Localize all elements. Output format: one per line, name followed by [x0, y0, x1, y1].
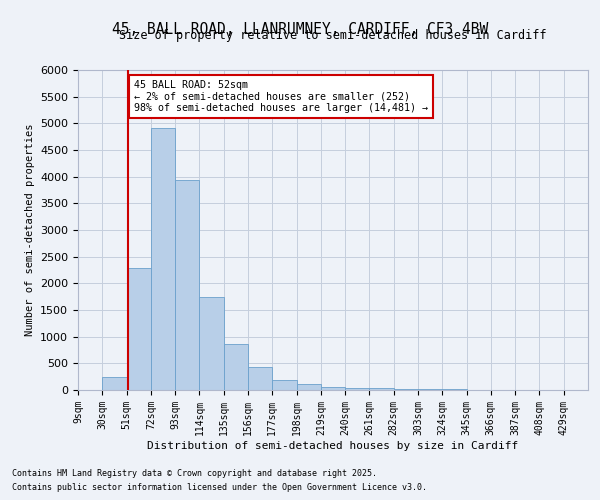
Bar	[102, 376, 127, 390]
Bar	[418, 389, 442, 390]
Bar	[345, 388, 370, 390]
Title: Size of property relative to semi-detached houses in Cardiff: Size of property relative to semi-detach…	[119, 30, 547, 43]
Bar	[370, 388, 394, 390]
Bar	[127, 268, 151, 390]
Bar	[224, 344, 248, 390]
Bar	[199, 296, 224, 390]
Bar	[296, 384, 321, 390]
Bar	[394, 388, 418, 390]
Text: Contains public sector information licensed under the Open Government Licence v3: Contains public sector information licen…	[12, 484, 427, 492]
Bar	[151, 128, 175, 390]
Bar	[321, 386, 345, 390]
Bar	[248, 367, 272, 390]
Bar	[272, 380, 296, 390]
Text: 45 BALL ROAD: 52sqm
← 2% of semi-detached houses are smaller (252)
98% of semi-d: 45 BALL ROAD: 52sqm ← 2% of semi-detache…	[134, 80, 428, 113]
Text: 45, BALL ROAD, LLANRUMNEY, CARDIFF, CF3 4BW: 45, BALL ROAD, LLANRUMNEY, CARDIFF, CF3 …	[112, 22, 488, 38]
Text: Contains HM Land Registry data © Crown copyright and database right 2025.: Contains HM Land Registry data © Crown c…	[12, 468, 377, 477]
Bar	[175, 180, 199, 390]
Y-axis label: Number of semi-detached properties: Number of semi-detached properties	[25, 124, 35, 336]
X-axis label: Distribution of semi-detached houses by size in Cardiff: Distribution of semi-detached houses by …	[148, 440, 518, 450]
